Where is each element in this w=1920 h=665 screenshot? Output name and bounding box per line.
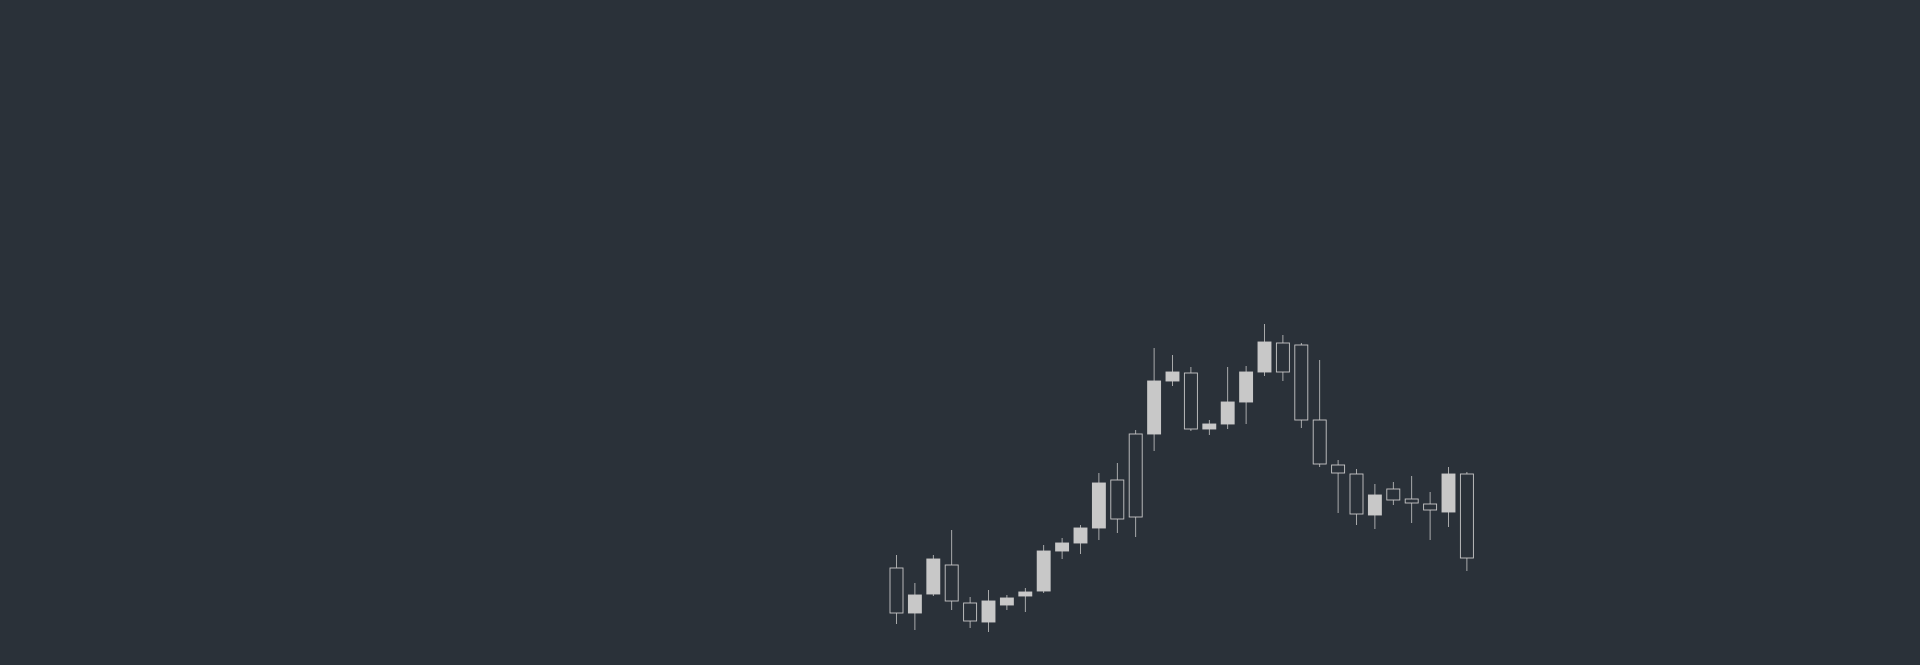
candle: [926, 555, 941, 596]
candle-body: [1036, 550, 1051, 592]
candle: [1036, 545, 1051, 593]
candle-body: [1128, 433, 1143, 518]
candle: [889, 555, 904, 624]
candle-body: [1147, 380, 1162, 435]
candle: [1294, 343, 1309, 428]
candle-body: [1018, 591, 1033, 597]
candle-body: [1275, 342, 1290, 373]
candle-body: [1257, 341, 1272, 373]
candle: [1423, 492, 1438, 540]
candle-body: [1423, 503, 1438, 511]
candle-body: [1183, 372, 1198, 430]
candle: [1386, 482, 1401, 505]
candle-body: [1239, 371, 1254, 403]
candle: [1367, 484, 1382, 529]
candle: [1183, 367, 1198, 431]
candle: [1073, 525, 1088, 554]
candle: [1331, 460, 1346, 513]
candle: [1091, 473, 1106, 540]
candle: [1275, 335, 1290, 381]
candle-body: [1220, 401, 1235, 425]
candle: [1312, 360, 1327, 467]
candle-body: [999, 597, 1014, 606]
candle-body: [1331, 464, 1346, 474]
candle: [944, 530, 959, 610]
candle-body: [1349, 473, 1364, 515]
candle-body: [1055, 542, 1070, 552]
candle: [1147, 348, 1162, 451]
candle: [1128, 430, 1143, 537]
candle-body: [1367, 494, 1382, 516]
candle-body: [963, 602, 978, 622]
candle-body: [926, 558, 941, 595]
candle: [1349, 469, 1364, 525]
candle-body: [1386, 488, 1401, 501]
candle-body: [1091, 482, 1106, 529]
candle: [963, 597, 978, 628]
candle-body: [1404, 498, 1419, 504]
candle: [1202, 420, 1217, 435]
candle-body: [1459, 473, 1474, 559]
candle-body: [1294, 344, 1309, 421]
candle: [1055, 538, 1070, 559]
candle-body: [1165, 371, 1180, 382]
candle: [1257, 324, 1272, 376]
candle-body: [944, 564, 959, 602]
candle-body: [1110, 479, 1125, 520]
candle: [999, 595, 1014, 610]
candle: [1404, 476, 1419, 523]
candle-body: [907, 594, 922, 614]
candle-body: [981, 600, 996, 623]
candle-body: [1441, 473, 1456, 513]
candle: [1018, 588, 1033, 612]
candle: [1165, 355, 1180, 386]
candle-body: [1312, 419, 1327, 465]
candle-body: [1202, 423, 1217, 430]
candle-body: [889, 567, 904, 614]
candle: [981, 590, 996, 632]
candle-body: [1073, 527, 1088, 544]
candle: [1459, 472, 1474, 571]
candles-layer: [889, 324, 1474, 632]
candle: [907, 583, 922, 630]
candle: [1441, 467, 1456, 527]
candle: [1110, 463, 1125, 533]
candle: [1239, 366, 1254, 424]
candle: [1220, 367, 1235, 429]
